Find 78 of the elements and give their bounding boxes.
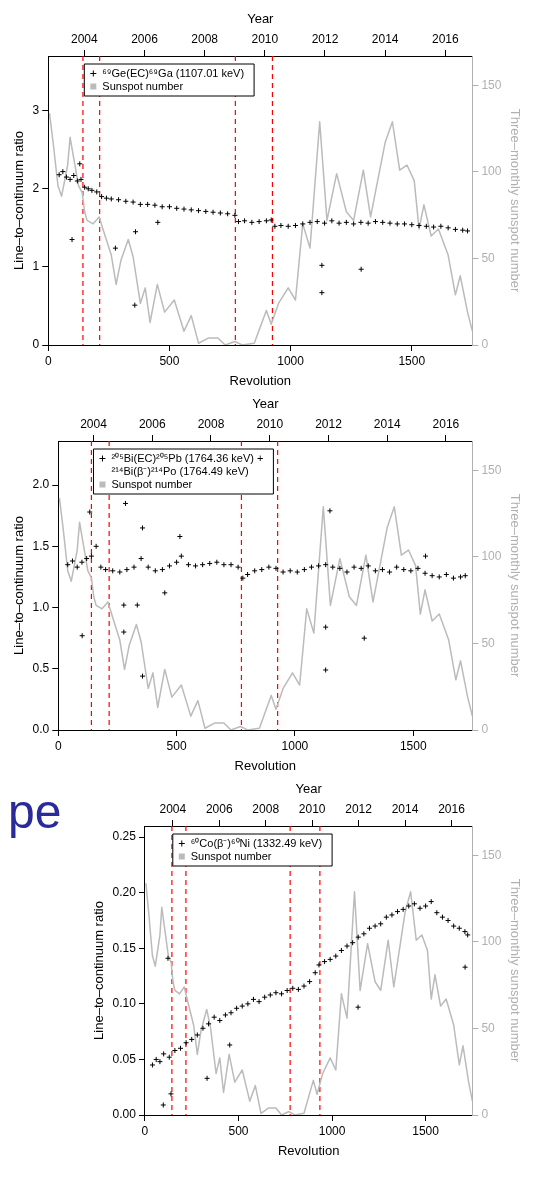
x-tick-label: 1500 (399, 738, 427, 753)
x-axis-title: Revolution (229, 372, 292, 388)
x2-tick-label: 2008 (191, 32, 219, 47)
x2-axis-title: Year (247, 11, 275, 27)
y-tick-label: 1 (32, 259, 40, 274)
x2-tick-label: 2006 (138, 417, 166, 432)
y2-tick-label: 100 (481, 164, 502, 179)
legend-label: Sunspot number (111, 477, 193, 490)
x2-tick-label: 2004 (71, 32, 99, 47)
x-tick-label: 0 (141, 1123, 149, 1138)
y2-tick-label: 0 (481, 1107, 489, 1122)
y2-tick-label: 150 (481, 847, 502, 862)
x-tick-label: 500 (228, 1123, 249, 1138)
y-tick-label: 0.5 (32, 661, 50, 676)
x2-tick-label: 2016 (438, 802, 466, 817)
x-tick-label: 1500 (412, 1123, 440, 1138)
x2-tick-label: 2014 (373, 417, 401, 432)
x2-tick-label: 2008 (252, 802, 280, 817)
x-tick-label: 500 (159, 353, 180, 368)
legend-label: Sunspot number (190, 849, 272, 862)
x2-tick-label: 2012 (311, 32, 339, 47)
y-tick-label: 0 (32, 337, 40, 352)
x2-tick-label: 2004 (159, 802, 187, 817)
y-tick-label: 0.15 (112, 940, 137, 955)
x2-tick-label: 2014 (371, 32, 399, 47)
x-axis-title: Revolution (234, 757, 297, 773)
legend-label: ⁶⁰Co(β⁻)⁶⁰Ni (1332.49 keV) (190, 836, 323, 849)
y-tick-label: 0.10 (112, 996, 137, 1011)
y2-tick-label: 50 (481, 250, 496, 265)
y-tick-label: 0.25 (112, 829, 137, 844)
x2-tick-label: 2012 (345, 802, 373, 817)
y2-tick-label: 100 (481, 934, 502, 949)
x2-tick-label: 2010 (251, 32, 279, 47)
y2-tick-label: 100 (481, 549, 502, 564)
x-tick-label: 1000 (281, 738, 309, 753)
y2-tick-label: 50 (481, 635, 496, 650)
y-tick-label: 2.0 (32, 477, 50, 492)
x2-axis-title: Year (252, 396, 280, 412)
x2-tick-label: 2014 (391, 802, 419, 817)
x2-tick-label: 2006 (131, 32, 159, 47)
y-axis-title: Line–to–continuum ratio (91, 901, 107, 1040)
y-tick-label: 0.05 (112, 1051, 137, 1066)
x2-tick-label: 2010 (256, 417, 284, 432)
y2-tick-label: 150 (481, 77, 502, 92)
x2-tick-label: 2016 (431, 32, 459, 47)
x2-tick-label: 2004 (80, 417, 108, 432)
y2-axis-title: Three–monthly sunspot number (507, 493, 523, 678)
x2-tick-label: 2010 (298, 802, 326, 817)
y2-axis-title: Three–monthly sunspot number (507, 108, 523, 293)
x-tick-label: 500 (166, 738, 187, 753)
y2-tick-label: 50 (481, 1020, 496, 1035)
x-tick-label: 1000 (277, 353, 305, 368)
y-tick-label: 2 (32, 181, 40, 196)
legend-label: ²⁰⁵Bi(EC)²⁰⁵Pb (1764.36 keV) + ²¹⁴Bi(β⁻)²¹⁴Po (1764.49 keV) (111, 451, 264, 477)
legend-label: ⁶⁹Ge(EC)⁶⁹Ga (1107.01 keV) (102, 66, 245, 79)
y-tick-label: 1.5 (32, 538, 50, 553)
y-axis-title: Line–to–continuum ratio (11, 516, 27, 655)
y2-tick-label: 0 (481, 722, 489, 737)
y-tick-label: 0.00 (112, 1107, 137, 1122)
x-axis-title: Revolution (277, 1142, 340, 1158)
text: pe (8, 785, 62, 838)
y-tick-label: 1.0 (32, 599, 50, 614)
x-tick-label: 1500 (398, 353, 426, 368)
y2-tick-label: 150 (481, 462, 502, 477)
x2-axis-title: Year (295, 781, 323, 797)
x2-tick-label: 2006 (205, 802, 233, 817)
x2-tick-label: 2012 (315, 417, 343, 432)
legend-label: Sunspot number (102, 79, 184, 92)
y2-axis-title: Three–monthly sunspot number (507, 878, 523, 1063)
x-tick-label: 0 (54, 738, 62, 753)
y2-tick-label: 0 (481, 337, 489, 352)
x-tick-label: 1000 (318, 1123, 346, 1138)
x2-tick-label: 2016 (432, 417, 460, 432)
y-tick-label: 0.20 (112, 885, 137, 899)
x2-tick-label: 2008 (197, 417, 225, 432)
y-tick-label: 3 (32, 102, 40, 117)
y-tick-label: 0.0 (32, 722, 50, 737)
y-axis-title: Line–to–continuum ratio (11, 131, 27, 270)
